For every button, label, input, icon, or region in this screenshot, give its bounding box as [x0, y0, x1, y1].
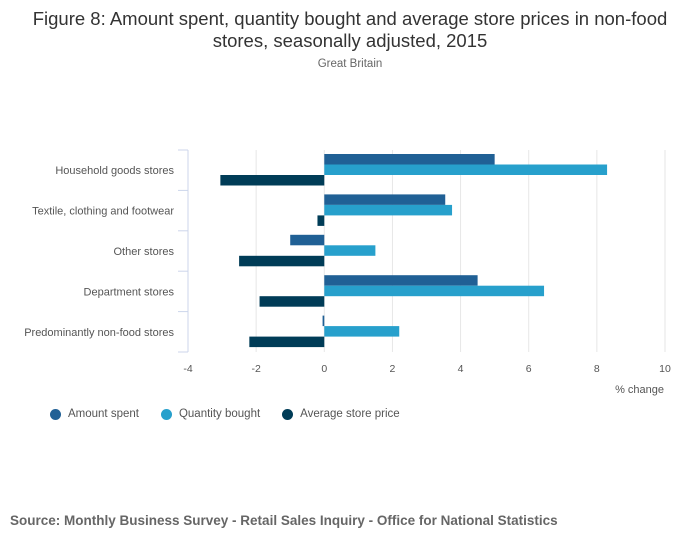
x-axis-title: % change: [615, 384, 664, 396]
chart-title: Figure 8: Amount spent, quantity bought …: [32, 8, 668, 51]
x-tick-label: 4: [458, 363, 464, 375]
x-tick-label: 6: [526, 363, 532, 375]
bar-quantity-bought[interactable]: [324, 245, 376, 256]
x-tick-label: 0: [321, 363, 327, 375]
chart-subtitle: Great Britain: [317, 58, 383, 70]
bar-amount-spent[interactable]: [324, 194, 446, 205]
amount-spent-swatch-icon: [50, 408, 61, 420]
quantity-bought-swatch-icon: [160, 408, 172, 420]
bar-average-store-price[interactable]: [317, 215, 325, 226]
legend-item-average-store-price[interactable]: Average store price: [282, 408, 400, 420]
category-labels: Household goods stores Textile, clothing …: [24, 165, 174, 339]
source-note: Source: Monthly Business Survey - Retail…: [10, 513, 558, 528]
category-label: Predominantly non-food stores: [24, 327, 174, 339]
bar-amount-spent[interactable]: [324, 275, 478, 286]
x-tick-label: 10: [659, 363, 671, 375]
bar-average-store-price[interactable]: [249, 336, 325, 348]
bar-quantity-bought[interactable]: [324, 326, 400, 337]
x-tick-label: 8: [594, 363, 600, 375]
bar-amount-spent[interactable]: [290, 234, 325, 246]
x-tick-label: -4: [183, 363, 192, 375]
bar-average-store-price[interactable]: [259, 296, 325, 307]
legend-item-amount-spent[interactable]: Amount spent: [50, 408, 139, 420]
x-tick-labels: -4 -2 0 2 4 6 8 10: [183, 363, 671, 375]
legend-label: Amount spent: [68, 408, 139, 420]
x-tick-label: 2: [390, 363, 396, 375]
bar-average-store-price[interactable]: [239, 255, 325, 267]
category-label: Department stores: [84, 286, 175, 298]
bar-quantity-bought[interactable]: [324, 204, 453, 216]
bar-amount-spent[interactable]: [324, 154, 495, 165]
category-label: Other stores: [113, 246, 174, 258]
category-label: Household goods stores: [55, 165, 174, 177]
bar-amount-spent[interactable]: [322, 315, 325, 327]
average-store-price-swatch-icon: [282, 408, 294, 420]
legend-label: Average store price: [300, 408, 400, 420]
category-axis: [178, 149, 189, 353]
bars: [220, 154, 608, 348]
bar-quantity-bought[interactable]: [324, 285, 545, 297]
bar-average-store-price[interactable]: [220, 175, 325, 186]
x-tick-label: -2: [251, 363, 260, 375]
legend-item-quantity-bought[interactable]: Quantity bought: [160, 408, 261, 420]
category-label: Textile, clothing and footwear: [32, 206, 174, 218]
bar-quantity-bought[interactable]: [324, 164, 608, 176]
legend: Amount spent Quantity bought Average sto…: [50, 408, 400, 420]
legend-label: Quantity bought: [178, 408, 261, 420]
